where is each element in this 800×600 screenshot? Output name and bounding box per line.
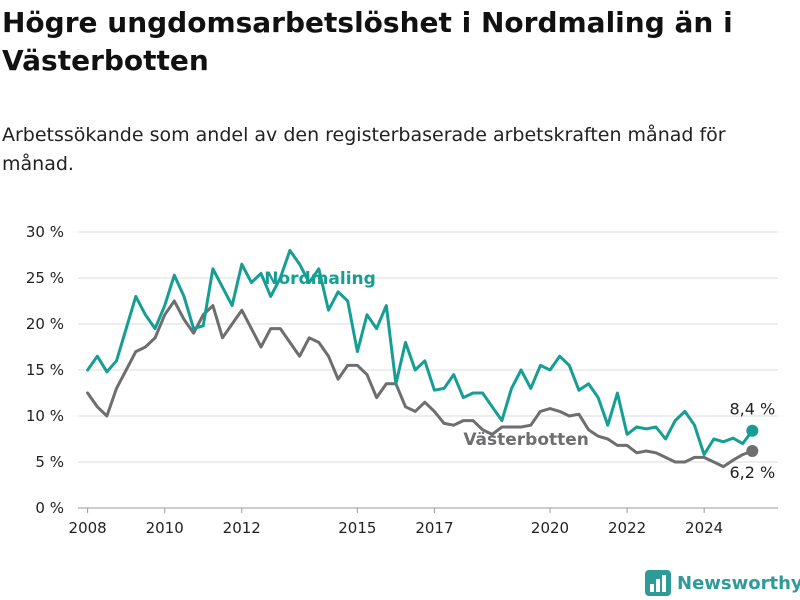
series-label-vasterbotten: Västerbotten	[463, 430, 589, 450]
x-tick-label: 2022	[608, 519, 646, 537]
y-tick-label: 5 %	[35, 453, 64, 471]
y-tick-label: 20 %	[26, 315, 64, 333]
chart-title: Högre ungdomsarbetslöshet i Nordmaling ä…	[2, 6, 733, 77]
bar-chart-logo-icon	[645, 570, 671, 596]
series-label-nordmaling: Nordmaling	[264, 269, 376, 289]
x-tick-label: 2010	[146, 519, 184, 537]
chart-subtitle: Arbetssökande som andel av den registerb…	[2, 124, 726, 175]
y-tick-label: 10 %	[26, 407, 64, 425]
y-tick-label: 25 %	[26, 269, 64, 287]
x-tick-label: 2012	[223, 519, 261, 537]
newsworthy-brand: Newsworthy	[645, 569, 800, 597]
y-tick-label: 15 %	[26, 361, 64, 379]
y-tick-label: 0 %	[35, 499, 64, 517]
series-line-västerbotten	[86, 299, 754, 469]
series-line-nordmaling	[86, 248, 754, 457]
x-tick-label: 2008	[69, 519, 107, 537]
x-tick-label: 2024	[685, 519, 723, 537]
x-tick-label: 2015	[338, 519, 376, 537]
line-chart: 0 % 5 % 10 % 15 % 20 % 25 % 30 % 2008 2010 2012 20…	[26, 223, 778, 537]
end-label-nordmaling: 8,4 %	[729, 400, 775, 419]
end-point-nordmaling	[746, 424, 759, 437]
y-tick-label: 30 %	[26, 223, 64, 241]
x-tick-label: 2020	[531, 519, 569, 537]
brand-name: Newsworthy	[677, 572, 800, 594]
x-tick-label: 2017	[415, 519, 453, 537]
end-point-västerbotten	[746, 444, 759, 457]
end-label-västerbotten: 6,2 %	[729, 463, 775, 482]
